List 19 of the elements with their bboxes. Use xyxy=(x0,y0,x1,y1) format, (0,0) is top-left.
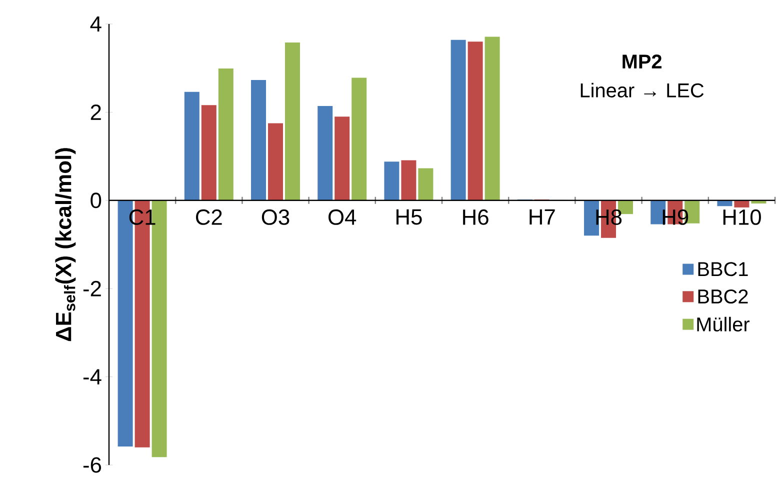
y-axis-title: ΔE$_{self}$(X) (kcal/mol) xyxy=(55,148,76,342)
y-tick-label: 4 xyxy=(90,16,102,32)
y-tick-label: -6 xyxy=(83,457,102,473)
y-tick-label: -2 xyxy=(83,280,101,296)
y-tick-label: 0 xyxy=(90,192,102,208)
annotation: MP2 xyxy=(622,54,662,68)
x-tick-label: H5 xyxy=(396,209,422,225)
x-tick-label: H10 xyxy=(723,209,761,225)
y-tick-label: -4 xyxy=(83,369,102,384)
legend-label: BBC2 xyxy=(698,289,748,304)
x-tick-label: H7 xyxy=(530,209,555,224)
x-tick-label: O3 xyxy=(262,209,290,225)
x-tick-label: C2 xyxy=(196,209,222,225)
legend-label: Müller xyxy=(697,316,750,332)
y-tick-label: 2 xyxy=(90,104,101,120)
x-tick-label: H6 xyxy=(463,209,488,225)
annotation: Linear → LEC xyxy=(580,82,704,98)
legend-label: BBC1 xyxy=(698,262,748,276)
x-tick-label: O4 xyxy=(328,209,356,225)
